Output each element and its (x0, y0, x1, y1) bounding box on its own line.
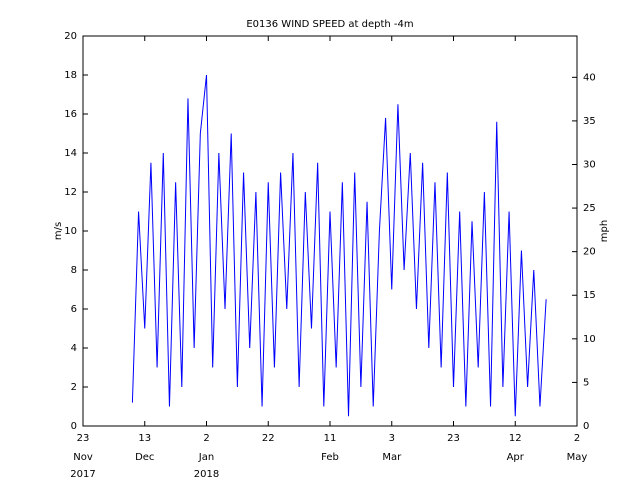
x-tick-label: 22 (262, 433, 275, 444)
y-tick-label: 10 (64, 226, 77, 237)
x-tick-label: 2 (203, 433, 209, 444)
y-tick-label: 20 (64, 31, 77, 42)
x-month-label: Mar (382, 452, 402, 463)
data-line (131, 74, 547, 417)
y-tick-label: 12 (64, 187, 77, 198)
y2-tick-label: 15 (583, 290, 596, 301)
y-tick-label: 0 (71, 421, 77, 432)
y2-tick-label: 35 (583, 116, 596, 127)
y2-tick-label: 25 (583, 203, 596, 214)
y-tick-label: 8 (71, 265, 77, 276)
chart-title: E0136 WIND SPEED at depth -4m (246, 19, 413, 30)
x-month-label: Nov (73, 452, 93, 463)
x-tick-label: 23 (77, 433, 90, 444)
y-tick-label: 2 (71, 382, 77, 393)
y-tick-label: 6 (71, 304, 77, 315)
y-tick-label: 18 (64, 70, 77, 81)
y2-tick-label: 5 (583, 377, 589, 388)
x-month-label: May (567, 452, 588, 463)
y2-tick-label: 0 (583, 421, 589, 432)
y2-tick-label: 40 (583, 72, 596, 83)
x-month-label: Apr (507, 452, 525, 463)
x-year-label: 2017 (70, 469, 95, 480)
y2-tick-label: 10 (583, 334, 596, 345)
y-tick-label: 14 (64, 148, 77, 159)
y-tick-label: 16 (64, 109, 77, 120)
x-tick-label: 3 (389, 433, 395, 444)
x-tick-label: 13 (138, 433, 151, 444)
x-tick-label: 23 (447, 433, 460, 444)
x-tick-label: 2 (574, 433, 580, 444)
x-year-label: 2018 (194, 469, 219, 480)
x-tick-label: 12 (509, 433, 522, 444)
y-tick-label: 4 (71, 343, 77, 354)
x-month-label: Jan (198, 452, 214, 463)
y-axis-label: m/s (53, 222, 64, 240)
x-month-label: Dec (135, 452, 154, 463)
y2-tick-label: 20 (583, 247, 596, 258)
x-tick-label: 11 (324, 433, 337, 444)
y2-tick-label: 30 (583, 159, 596, 170)
y2-axis-label: mph (599, 220, 610, 242)
x-month-label: Feb (321, 452, 339, 463)
